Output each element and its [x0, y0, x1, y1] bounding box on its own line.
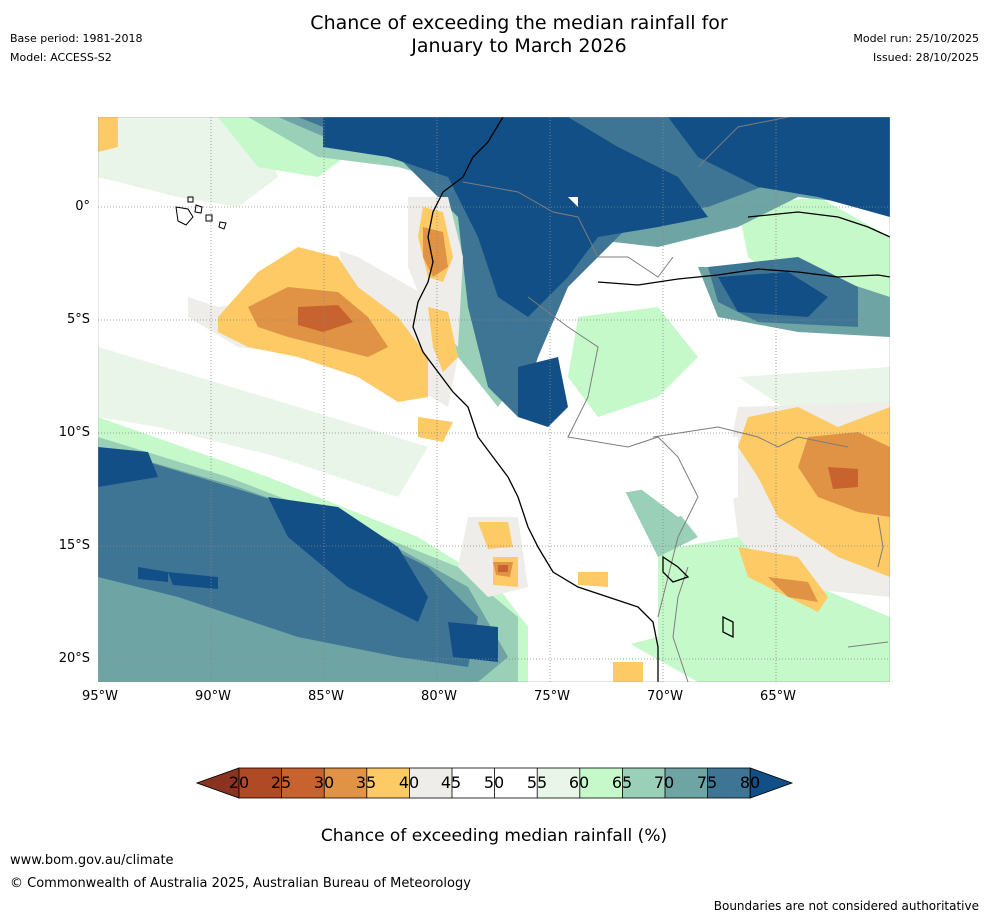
model-run: Model run: 25/10/2025: [853, 32, 979, 45]
colorbar-bin-30-35: [324, 768, 367, 798]
galapagos-islands: [175, 196, 227, 230]
lon-label-70w: 70°W: [647, 689, 683, 704]
title-line-1: Chance of exceeding the median rainfall …: [310, 12, 728, 34]
colorbar-tick-35: 35: [355, 773, 377, 792]
colorbar-title: Chance of exceeding median rainfall (%): [320, 826, 668, 846]
colorbar-bin-40-45: [409, 768, 452, 798]
colorbar-bin-45-50: [452, 768, 495, 798]
disclaimer: Boundaries are not considered authoritat…: [713, 899, 979, 913]
colorbar-outline: [238, 767, 751, 799]
lat-label-0: 0°: [75, 199, 90, 214]
colorbar-tick-75: 75: [696, 773, 718, 792]
colorbar-bin-25-30: [281, 768, 325, 798]
colorbar-tick-55: 55: [526, 773, 548, 792]
lat-label-15s: 15°S: [58, 538, 90, 553]
colorbar-bin-70-75: [665, 768, 708, 798]
model-name: Model: ACCESS-S2: [10, 51, 112, 64]
lat-label-20s: 20°S: [58, 651, 90, 666]
title-line-2: January to March 2026: [411, 35, 627, 57]
colorbar-tick-70: 70: [653, 773, 675, 792]
base-period: Base period: 1981-2018: [10, 32, 143, 45]
graticule: [98, 117, 890, 682]
colorbar-bin-35-40: [366, 768, 410, 798]
colorbar-tick-40: 40: [398, 773, 420, 792]
website-link[interactable]: www.bom.gov.au/climate: [10, 853, 174, 868]
colorbar-tick-25: 25: [270, 773, 292, 792]
lat-label-5s: 5°S: [66, 312, 90, 327]
colorbar-bin-65-70: [622, 768, 665, 798]
colorbar-bin-60-65: [579, 768, 623, 798]
lon-label-65w: 65°W: [760, 689, 796, 704]
lon-label-95w: 95°W: [82, 689, 118, 704]
rainfall-map: [98, 117, 890, 682]
colorbar-tick-45: 45: [440, 773, 462, 792]
copyright: © Commonwealth of Australia 2025, Austra…: [10, 876, 471, 891]
colorbar-bin-75-80: [707, 768, 751, 798]
coastline: [412, 117, 890, 682]
colorbar-dividers: [281, 768, 709, 798]
navy-zones: [98, 117, 890, 662]
lat-label-10s: 10°S: [58, 425, 90, 440]
colorbar-tick-80: 80: [739, 773, 761, 792]
lon-label-90w: 90°W: [195, 689, 231, 704]
colorbar-tick-20: 20: [228, 773, 250, 792]
colorbar: [196, 767, 794, 799]
colorbar-bin-20-25: [239, 768, 282, 798]
map-title: Chance of exceeding the median rainfall …: [0, 12, 988, 58]
colorbar-tick-60: 60: [568, 773, 590, 792]
colorbar-tick-65: 65: [611, 773, 633, 792]
colorbar-tick-30: 30: [313, 773, 335, 792]
issued-date: Issued: 28/10/2025: [872, 51, 979, 64]
colorbar-bin-55-60: [537, 768, 580, 798]
dark-orange-zones: [298, 305, 858, 572]
colorbar-tick-50: 50: [483, 773, 505, 792]
colorbar-bin-50-55: [494, 768, 538, 798]
lon-label-85w: 85°W: [308, 689, 344, 704]
country-borders: [462, 117, 889, 682]
lon-label-75w: 75°W: [534, 689, 570, 704]
lon-label-80w: 80°W: [421, 689, 457, 704]
